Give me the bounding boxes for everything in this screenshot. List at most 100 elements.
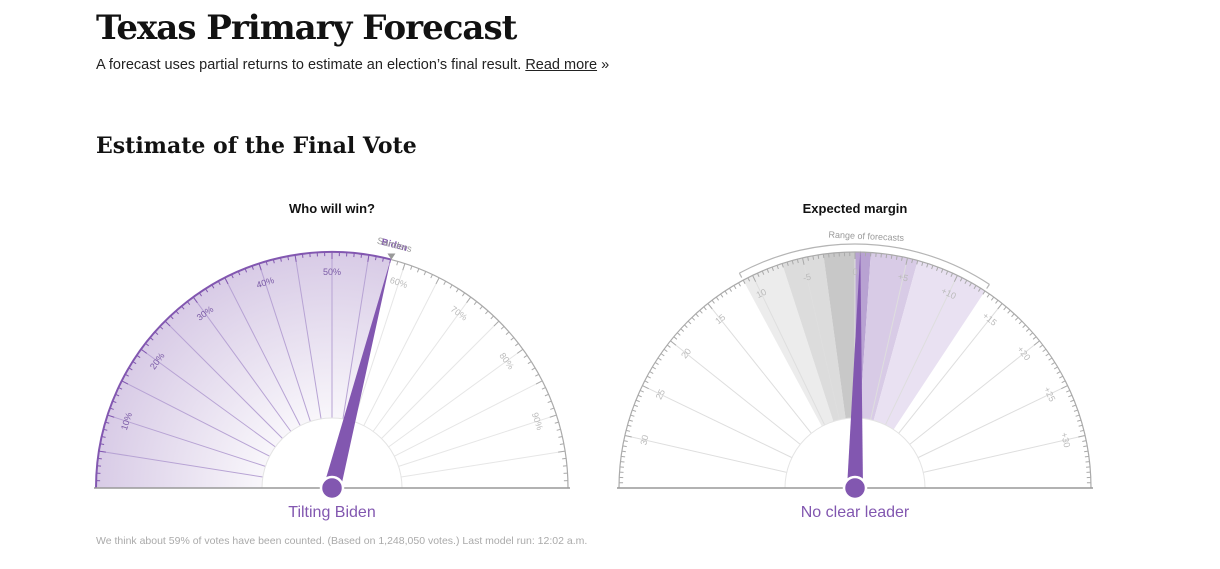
gauge-tick [695,313,699,318]
gauge-tick [1003,306,1007,311]
gauge-tick [796,259,799,264]
gauge-tick [1048,357,1053,361]
win-gauge-title: Who will win? [289,201,375,216]
gauge-hub [261,417,403,489]
gauge-tick [646,375,651,379]
gauge-tick [192,296,198,304]
gauge-tick [145,342,149,347]
gauge-spoke [372,296,472,432]
gauge-tick [1029,332,1034,336]
gauge-tick [699,309,703,314]
gauge-tick [1061,380,1066,384]
gauge-tick [771,266,774,271]
gauge-tick [115,393,120,397]
gauge-tick-label: 30 [638,434,650,446]
gauge-tick [109,407,114,410]
gauge-spoke [164,320,283,439]
gauge-tick [642,385,649,390]
gauge-tick [670,340,677,346]
gauge-tick [812,255,815,260]
gauge-spoke [707,303,812,434]
gauge-tick [969,282,972,287]
gauge-tick [761,270,765,275]
margin-needle [847,250,863,489]
gauge-tick [905,257,909,265]
gauge-tick [756,272,760,277]
gauge-tick [544,393,549,397]
gauge-tick [505,331,510,335]
gauge-tick [121,380,129,385]
gauge-tick [626,429,631,432]
gauge-tick [1073,409,1078,412]
gauge-tick [258,263,262,271]
gauge-spoke [140,348,276,448]
gauge-tick-label: +20 [1015,344,1032,362]
gauge-tick [676,332,681,336]
gauge-tick [416,268,420,273]
gauge-tick [742,279,746,284]
gauge-tick [443,280,447,285]
gauge-tick [982,290,986,295]
gauge-spoke [670,340,801,445]
gauge-tick [822,254,825,259]
gauge-tick [729,287,732,292]
gauge-tick [1059,375,1064,379]
gauge-tick [687,320,692,325]
gauge-spoke [258,263,311,422]
gauge-tick-label: 60% [389,275,409,290]
gauge-tick [781,263,784,268]
gauge-tick-label: +25 [1042,385,1058,403]
gauge-tick [801,257,805,265]
gauge-tick [885,254,888,259]
gauge-tick [211,284,215,289]
gauge-tick-label: 80% [497,351,516,371]
gauge-tick [747,277,751,282]
gauge-tick [945,270,949,275]
gauge-tick [527,361,532,365]
margin-gauge-status: No clear leader [800,504,910,521]
gauge-tick [738,282,741,287]
gauge-tick [936,266,939,271]
gauge-tick [198,292,203,297]
read-more-link[interactable]: Read more [525,57,598,73]
gauge-tick [622,445,627,448]
gauge-tick [118,387,123,390]
gauge-tick-label: 90% [530,411,545,431]
forecast-range-label: Range of forecasts [828,230,904,243]
intro-text: A forecast uses partial returns to estim… [96,57,609,73]
gauge-spoke [381,320,500,439]
gauge-tick [890,254,893,259]
win-needle-hub [319,475,345,501]
gauge-spoke [642,385,793,459]
gauge-tick [473,301,478,305]
gauge-tick [657,357,662,361]
gauge-tick [1061,385,1068,390]
gauge-spoke [752,275,826,426]
gauge-tick [186,301,191,305]
gauge-tick [523,354,528,359]
gauge-tick [1079,429,1084,432]
gauge-tick [181,305,185,310]
gauge-tick-label: -5 [802,272,812,284]
gauge-tick-label: 10 [755,287,768,300]
gauge-tick [531,367,536,371]
gauge-tick [360,253,363,258]
sanders-marker-icon [387,253,396,260]
gauge-tick [895,255,898,260]
gauge-tick [1084,455,1089,458]
gauge-tick [644,380,649,384]
gauge-tick [1025,328,1030,332]
gauge-spoke [294,254,322,419]
gauge-tick [556,428,561,431]
gauge-tick [541,387,546,390]
gauge-spoke [388,348,524,448]
gauge-tick [624,434,632,438]
gauge-tick [140,348,148,354]
gauge-tick [663,348,668,353]
gauge-tick [817,254,820,259]
gauge-tick [711,299,715,304]
gauge-tick [632,409,637,412]
gauge-tick [623,440,628,442]
gauge-tick [639,389,644,393]
gauge-tick [766,268,770,273]
